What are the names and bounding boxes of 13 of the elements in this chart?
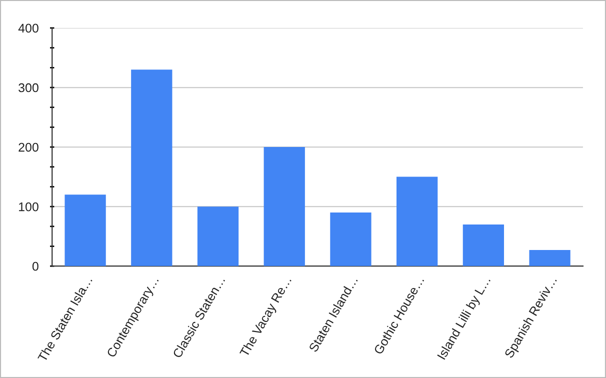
bar — [64, 194, 106, 266]
bar — [264, 147, 305, 266]
bar — [462, 224, 504, 266]
y-tick-label: 300 — [18, 83, 38, 92]
y-tick-label: 200 — [18, 142, 38, 152]
bar — [197, 206, 239, 266]
bar — [529, 250, 570, 266]
bar — [131, 70, 172, 266]
y-tick-label: 400 — [18, 24, 38, 33]
y-tick-label: 100 — [19, 202, 38, 212]
bar — [396, 176, 438, 266]
bar — [330, 212, 372, 266]
y-tick-label: 0 — [32, 262, 38, 271]
